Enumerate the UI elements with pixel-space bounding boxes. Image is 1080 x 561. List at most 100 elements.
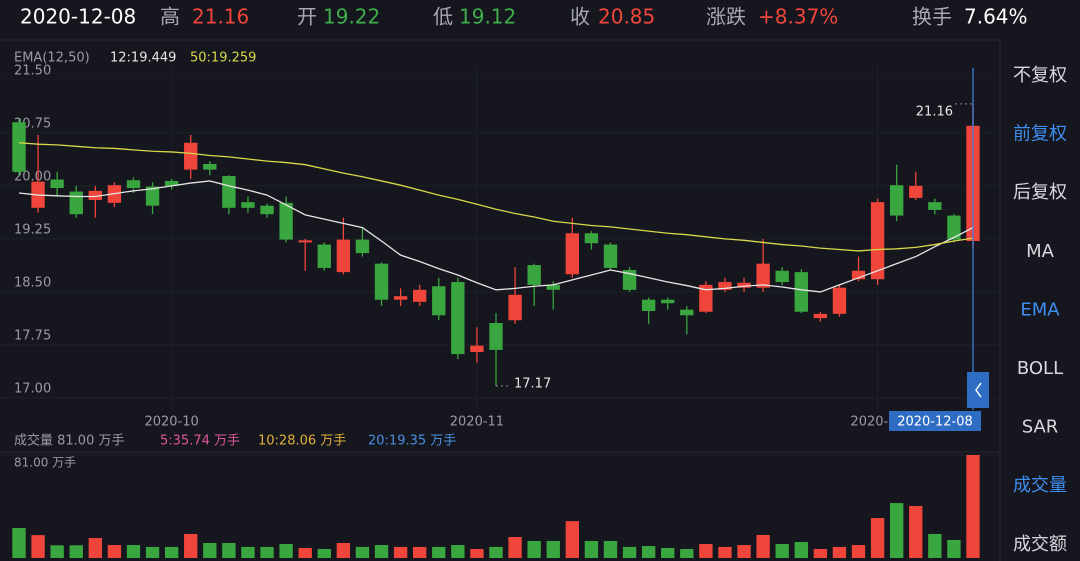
- volume-bar: [909, 505, 923, 558]
- candle-body: [241, 202, 255, 208]
- volume-bar: [680, 548, 694, 558]
- y-tick-label: 18.50: [14, 275, 51, 290]
- candle-body: [432, 286, 446, 316]
- header-label: 换手: [912, 5, 952, 29]
- candle-body: [317, 244, 331, 268]
- legend-entry: 50:19.259: [190, 51, 256, 66]
- candle-body: [603, 244, 618, 268]
- candle-body: [756, 263, 770, 288]
- header-label: 高: [160, 5, 180, 29]
- volume-bar: [794, 541, 808, 558]
- header-value: 7.64%: [964, 5, 1028, 29]
- ema-line: [18, 142, 974, 252]
- menu-item[interactable]: 成交量: [1013, 475, 1067, 496]
- header-value: 20.85: [598, 5, 655, 29]
- annotation: 21.16: [916, 104, 953, 119]
- volume-bar: [546, 540, 560, 558]
- candle-body: [909, 185, 923, 198]
- volume-bar: [317, 548, 331, 558]
- volume-bar: [260, 546, 274, 558]
- volume-bar: [508, 537, 522, 558]
- menu-item[interactable]: MA: [1026, 241, 1055, 262]
- volume-bar: [718, 546, 732, 558]
- candle-body: [164, 180, 179, 186]
- candle-body: [870, 202, 885, 280]
- volume-bar: [890, 503, 904, 558]
- candle-body: [355, 239, 370, 254]
- candle-body: [126, 180, 141, 189]
- header-value: +8.37%: [758, 5, 838, 29]
- menu-item[interactable]: 不复权: [1013, 65, 1067, 86]
- volume-bar: [489, 546, 503, 558]
- volume-bar: [851, 545, 866, 558]
- candle-body: [928, 202, 942, 210]
- volume-bar: [222, 542, 236, 558]
- volume-bar: [622, 546, 637, 558]
- x-tick-label: 2020-10: [144, 415, 198, 430]
- candle-body: [88, 190, 102, 201]
- menu-item[interactable]: EMA: [1020, 299, 1060, 320]
- candle-body: [279, 202, 293, 240]
- volume-bar: [928, 533, 942, 558]
- volume-bar: [69, 545, 83, 558]
- candle-body: [851, 270, 866, 280]
- header-label: 收: [570, 5, 590, 29]
- candle-body: [145, 186, 160, 206]
- volume-bar: [107, 545, 122, 558]
- candle-body: [260, 205, 274, 215]
- header-date: 2020-12-08: [20, 5, 136, 29]
- candle-body: [298, 240, 312, 243]
- menu-item[interactable]: SAR: [1022, 417, 1059, 438]
- menu-item[interactable]: 后复权: [1013, 182, 1067, 203]
- volume-bar: [145, 546, 160, 558]
- volume-bar: [661, 547, 675, 558]
- volume-legend: 成交量 81.00 万手: [14, 433, 124, 449]
- volume-bar: [241, 546, 255, 558]
- x-tick-label: 2020-11: [450, 415, 504, 430]
- crosshair-label-bg: [889, 411, 981, 431]
- header-value: 21.16: [192, 5, 249, 29]
- volume-bar: [870, 518, 885, 558]
- candle-body: [69, 191, 83, 215]
- crosshair-label: 2020-12-08: [897, 415, 973, 430]
- menu-item[interactable]: 成交额: [1013, 534, 1067, 555]
- menu-item[interactable]: 前复权: [1013, 124, 1067, 145]
- volume-bar: [565, 521, 579, 558]
- header-label: 低: [433, 5, 453, 29]
- volume-bar: [699, 544, 713, 558]
- annotation: 17.17: [514, 376, 551, 391]
- candle-body: [699, 284, 713, 312]
- legend-entry: 12:19.449: [110, 51, 176, 66]
- header-value: 19.22: [323, 5, 380, 29]
- volume-bar: [203, 542, 217, 558]
- candle-body: [508, 294, 522, 321]
- volume-bar: [279, 544, 293, 558]
- volume-bar: [50, 545, 64, 558]
- candle-body: [451, 282, 465, 355]
- candle-body: [718, 282, 732, 290]
- y-tick-label: 17.00: [14, 381, 51, 396]
- candle-body: [775, 270, 789, 283]
- header-value: 19.12: [459, 5, 516, 29]
- volume-bar: [470, 548, 484, 558]
- candle-body: [50, 179, 64, 189]
- candle-body: [737, 282, 751, 288]
- volume-bar: [641, 546, 656, 558]
- candle-body: [565, 233, 579, 275]
- collapse-button[interactable]: [967, 372, 989, 408]
- volume-bar: [451, 545, 465, 558]
- volume-legend: 5:35.74 万手: [160, 434, 240, 449]
- candle-body: [12, 122, 26, 172]
- menu-item[interactable]: BOLL: [1017, 358, 1063, 379]
- volume-bar: [432, 546, 446, 558]
- legend-title: EMA(12,50): [14, 51, 90, 66]
- volume-bar: [947, 539, 961, 558]
- candle-body: [832, 287, 847, 314]
- candle-body: [222, 175, 236, 208]
- volume-bar: [374, 545, 389, 558]
- volume-bar: [775, 544, 789, 558]
- header-label: 开: [297, 5, 317, 29]
- y-tick-label: 21.50: [14, 63, 51, 78]
- candle-body: [641, 299, 656, 312]
